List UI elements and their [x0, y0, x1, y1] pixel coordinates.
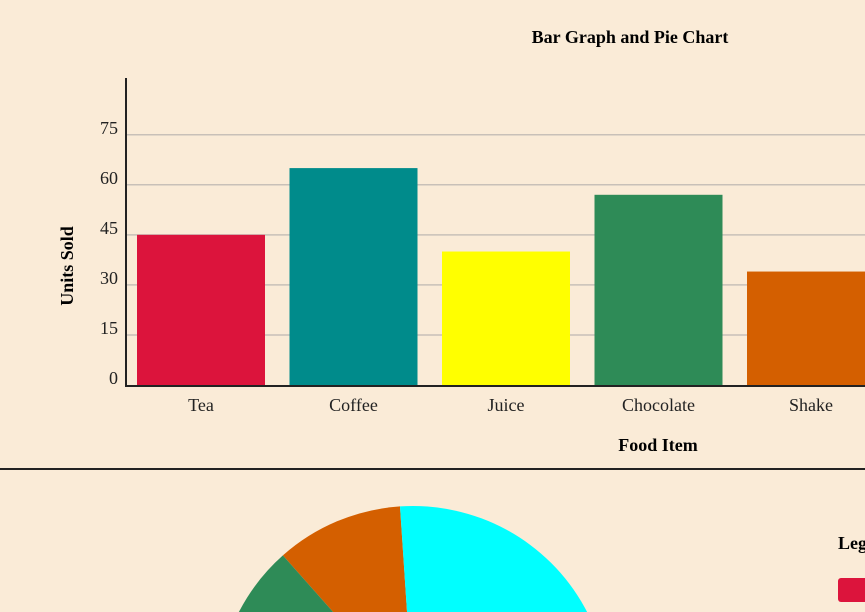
pie-slice — [282, 506, 408, 612]
y-tick-label: 0 — [109, 368, 118, 388]
y-tick-label: 15 — [100, 318, 118, 338]
y-tick-label: 60 — [100, 168, 118, 188]
page-title: Bar Graph and Pie Chart — [532, 27, 729, 47]
x-axis-title: Food Item — [618, 435, 698, 455]
y-tick-label: 45 — [100, 218, 118, 238]
x-tick-label: Juice — [488, 395, 525, 415]
bar — [594, 194, 723, 385]
pie-slice — [400, 506, 588, 612]
y-tick-label: 75 — [100, 118, 118, 138]
y-axis-title: Units Sold — [57, 226, 77, 306]
x-tick-label: Tea — [188, 395, 214, 415]
bar — [442, 251, 570, 385]
bar — [747, 271, 865, 385]
pie-slice — [238, 555, 334, 612]
x-tick-label: Coffee — [329, 395, 378, 415]
bar — [289, 168, 418, 385]
x-tick-label: Chocolate — [622, 395, 695, 415]
legend-swatch — [838, 578, 865, 602]
y-tick-label: 30 — [100, 268, 118, 288]
bar — [137, 234, 265, 385]
legend-title: Legend — [838, 533, 865, 553]
x-tick-label: Shake — [789, 395, 833, 415]
